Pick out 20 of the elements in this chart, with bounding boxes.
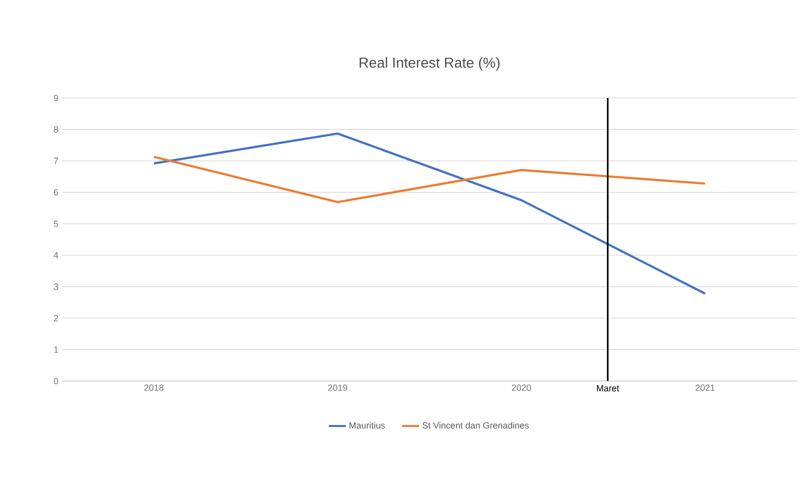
y-tick-label: 2	[54, 314, 58, 322]
x-tick-label: 2019	[328, 384, 348, 391]
y-tick-label: 1	[54, 346, 58, 353]
legend-label: Mauritius	[350, 422, 385, 429]
y-tick-label: 8	[54, 126, 58, 133]
y-tick-label: 0	[54, 378, 58, 384]
legend-label: St Vincent dan Grenadines	[422, 422, 529, 429]
y-tick-label: 7	[54, 158, 58, 164]
y-tick-label: 5	[54, 220, 58, 227]
y-tick-label: 4	[54, 252, 58, 258]
y-tick-label: 6	[54, 189, 58, 196]
ref-line-label: Maret	[597, 385, 620, 392]
y-tick-label: 9	[54, 94, 58, 102]
chart-title: Real Interest Rate (%)	[360, 57, 500, 71]
x-tick-label: 2021	[696, 384, 715, 391]
x-tick-label: 2020	[512, 384, 531, 391]
line-series	[152, 132, 706, 295]
line-series	[152, 156, 706, 204]
x-tick-label: 2018	[144, 384, 164, 391]
y-tick-label: 3	[54, 283, 58, 290]
